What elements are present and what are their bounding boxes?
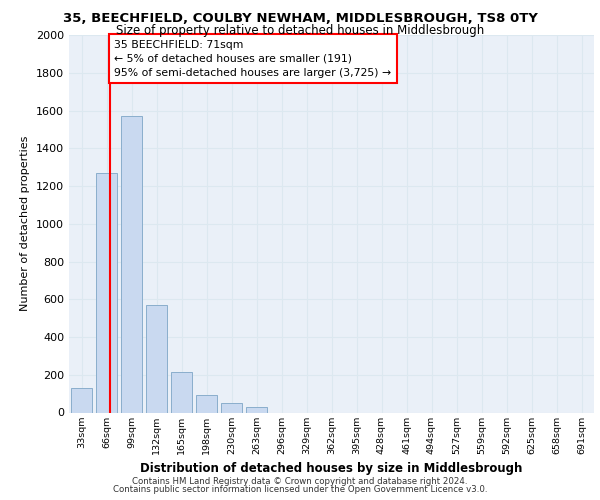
Bar	[146, 305, 167, 412]
Text: Size of property relative to detached houses in Middlesbrough: Size of property relative to detached ho…	[116, 24, 484, 37]
Bar	[196, 394, 217, 412]
Bar	[171, 372, 192, 412]
Bar	[246, 407, 267, 412]
Bar	[71, 388, 92, 412]
Text: 35 BEECHFIELD: 71sqm
← 5% of detached houses are smaller (191)
95% of semi-detac: 35 BEECHFIELD: 71sqm ← 5% of detached ho…	[114, 40, 391, 78]
Bar	[221, 403, 242, 412]
Bar	[96, 173, 117, 412]
Text: 35, BEECHFIELD, COULBY NEWHAM, MIDDLESBROUGH, TS8 0TY: 35, BEECHFIELD, COULBY NEWHAM, MIDDLESBR…	[62, 12, 538, 26]
Y-axis label: Number of detached properties: Number of detached properties	[20, 136, 31, 312]
X-axis label: Distribution of detached houses by size in Middlesbrough: Distribution of detached houses by size …	[140, 462, 523, 475]
Text: Contains HM Land Registry data © Crown copyright and database right 2024.: Contains HM Land Registry data © Crown c…	[132, 477, 468, 486]
Bar	[121, 116, 142, 412]
Text: Contains public sector information licensed under the Open Government Licence v3: Contains public sector information licen…	[113, 485, 487, 494]
